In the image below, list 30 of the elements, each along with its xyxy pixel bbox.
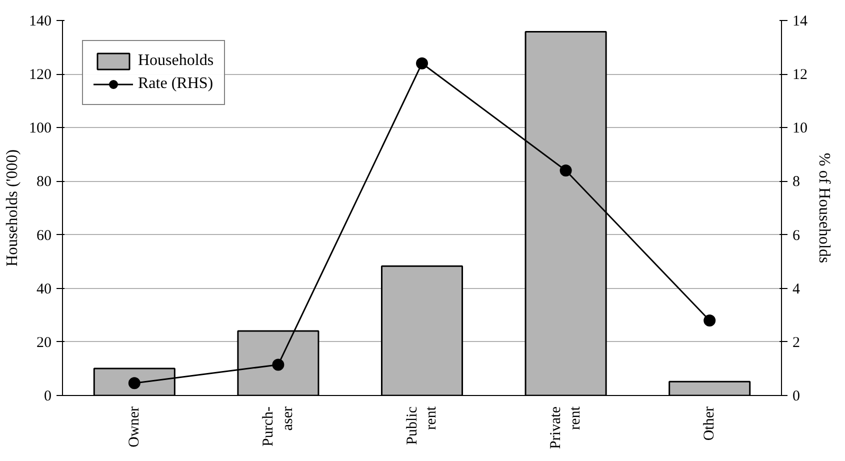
point [128,377,140,390]
y2-tick-label: 12 [792,67,808,84]
x-tick-label: Owner [126,406,142,448]
y2-tick-label: 10 [792,120,808,137]
x-tick-label: Other [702,406,718,441]
y2-tick-label: 2 [792,334,800,351]
y-tick-label: 140 [29,14,52,30]
y2-axis-title: % of Households [816,152,832,264]
legend-label: Households [138,52,214,70]
y-tick-label: 0 [44,388,52,404]
y2-tick-label: 0 [792,388,800,404]
x-tick-label: Private rent [548,406,584,449]
x-tick-label: Public rent [404,406,440,445]
point [416,57,428,70]
y-axis-title: Households ('000) [4,149,21,267]
point [560,164,572,176]
y-tick-label: 80 [36,174,52,190]
legend-label: Rate (RHS) [138,75,214,93]
point [272,358,284,371]
y2-tick-label: 6 [792,228,800,244]
y-tick-label: 20 [36,334,52,351]
y-tick-label: 40 [36,281,52,298]
y2-tick-label: 14 [792,14,808,30]
y-tick-label: 100 [29,120,52,137]
y-tick-label: 120 [29,67,52,84]
y2-tick-label: 8 [792,174,800,190]
y-tick-label: 60 [36,228,52,244]
y2-tick-label: 4 [792,281,800,298]
x-tick-label: Purch- aser [260,406,296,446]
point [704,314,716,326]
